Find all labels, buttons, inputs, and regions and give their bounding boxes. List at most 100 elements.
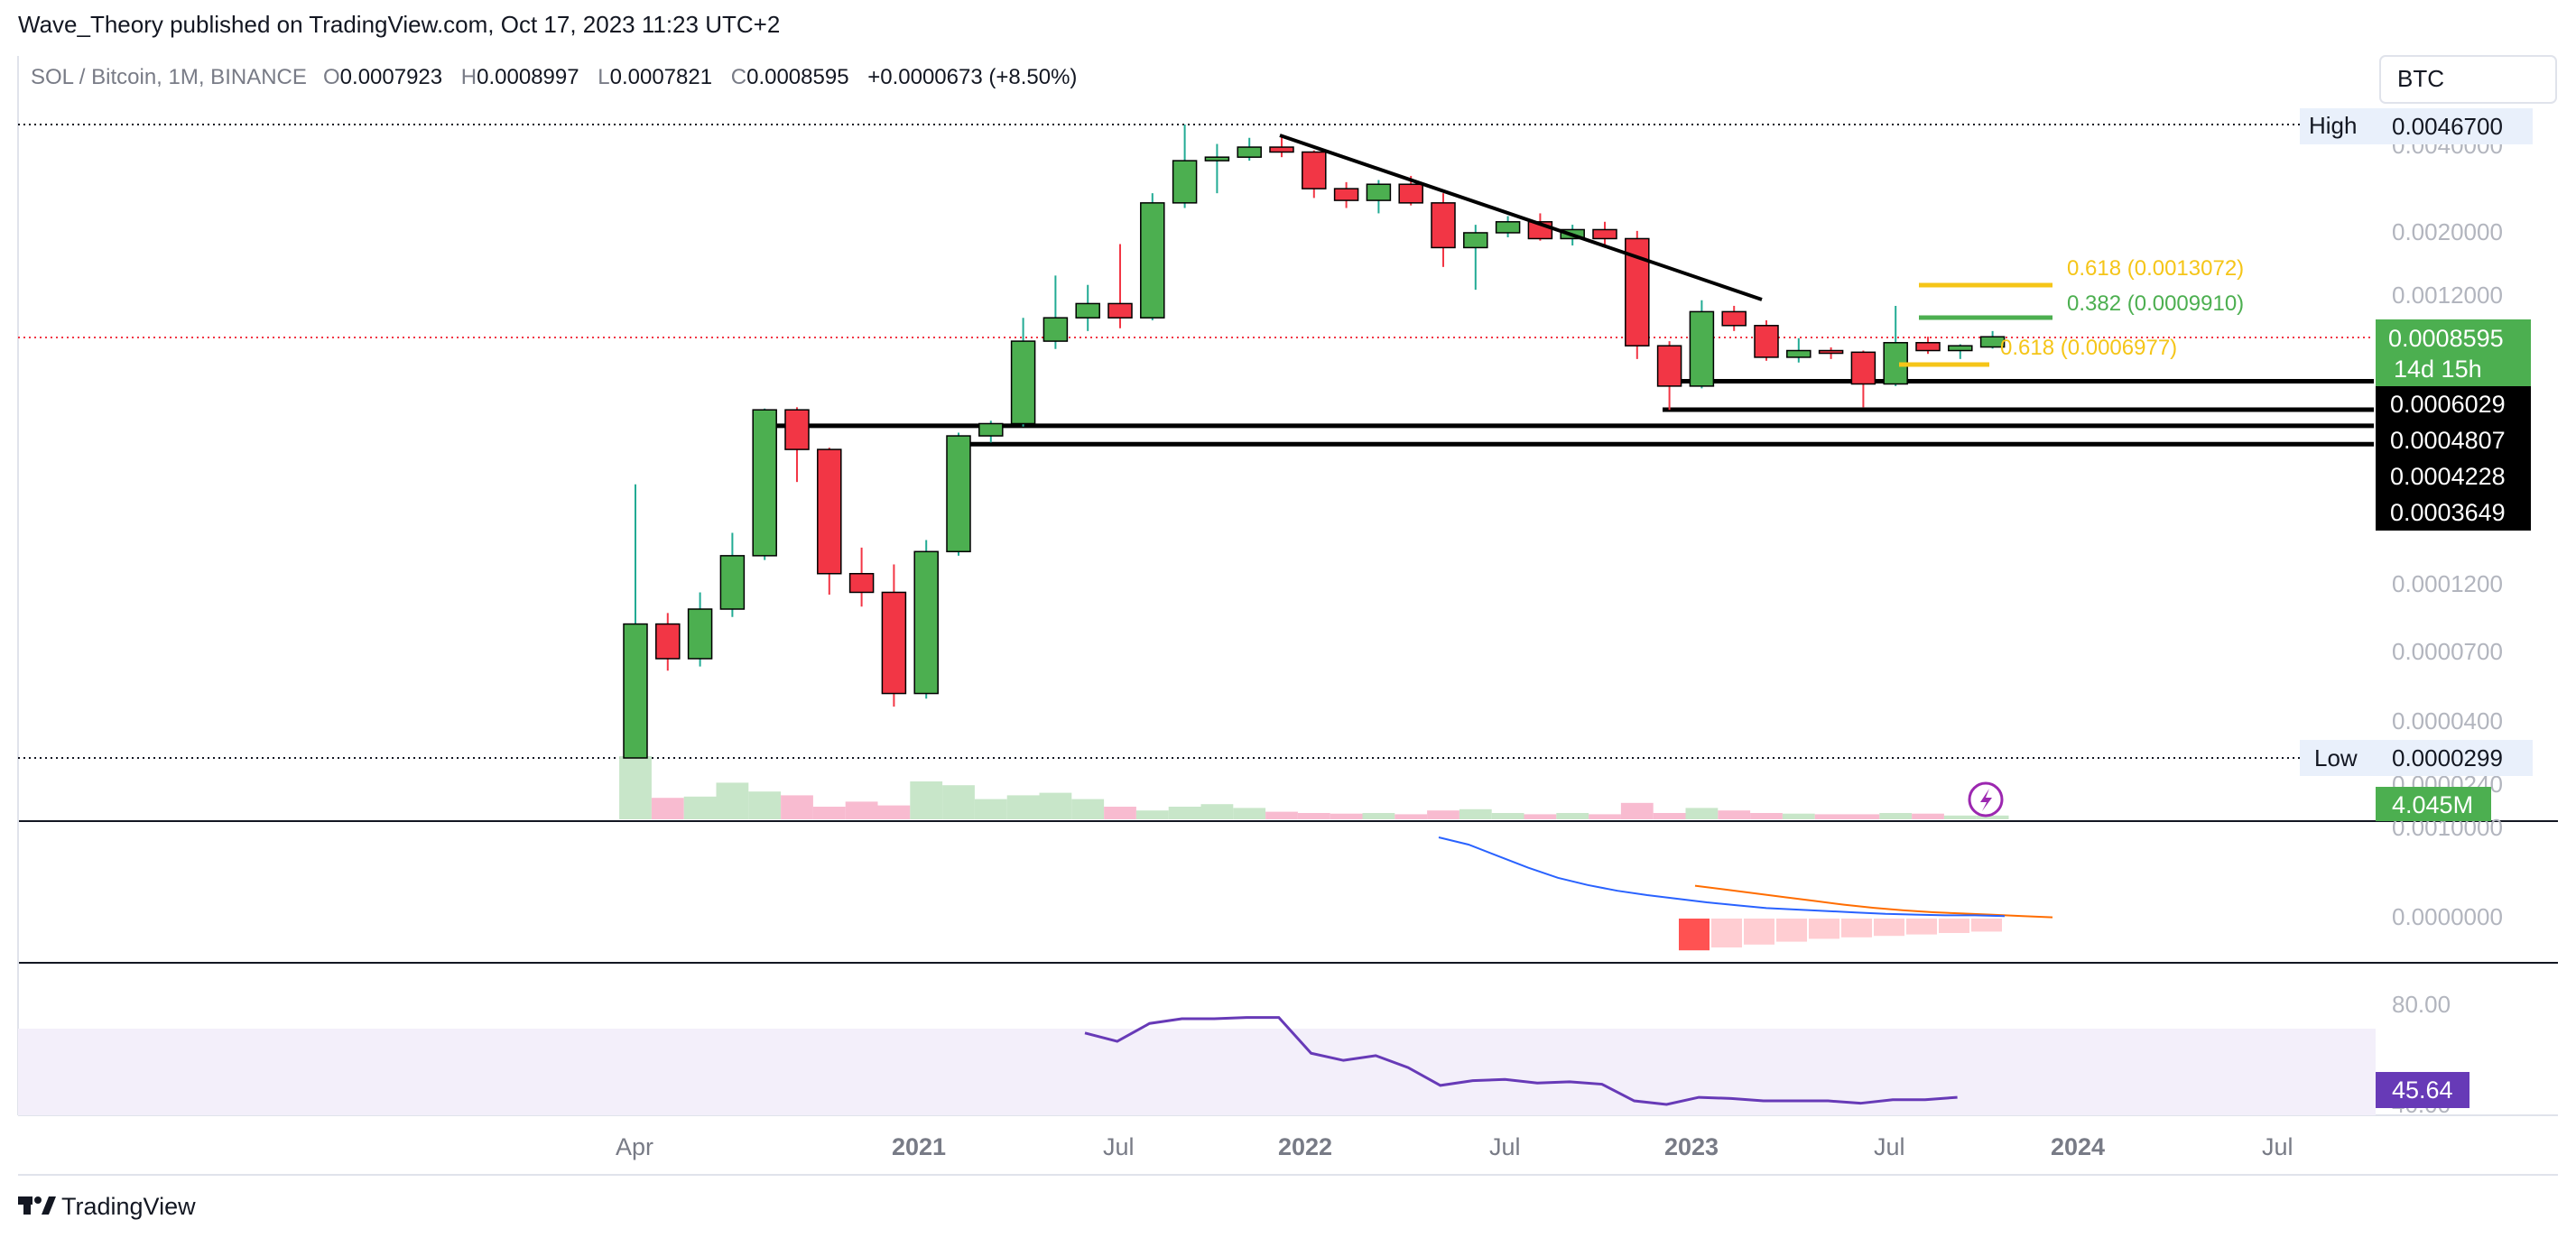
- candle-body: [1140, 202, 1165, 319]
- volume-bar: [1006, 795, 1040, 819]
- currency-button-label: BTC: [2397, 65, 2444, 92]
- volume-bar: [1653, 813, 1686, 819]
- low-value: 0.0007821: [610, 65, 712, 89]
- candle-body: [881, 591, 907, 695]
- volume-bar: [1718, 810, 1751, 819]
- currency-button[interactable]: [2379, 55, 2557, 104]
- volume-bar: [1395, 814, 1428, 819]
- candle-body: [1948, 345, 1973, 352]
- volume-bar: [1782, 813, 1815, 819]
- candle-body: [752, 409, 777, 557]
- rsi-series: [1084, 1016, 1958, 1106]
- volume-bar: [942, 785, 975, 819]
- time-axis-label: 2022: [1278, 1133, 1332, 1160]
- low-label: L: [598, 65, 609, 89]
- volume-bar: [781, 795, 813, 819]
- fib-label-upper: 0.618 (0.0013072): [2067, 256, 2244, 281]
- volume-bar: [1427, 810, 1459, 819]
- volume-bar: [1297, 813, 1330, 819]
- volume-bar: [1168, 807, 1201, 819]
- downtrend-line[interactable]: [1279, 134, 1763, 301]
- candle-body: [687, 608, 713, 660]
- low-tag: [2300, 740, 2383, 776]
- last-price-tag: [2376, 319, 2531, 386]
- volume-bar: [1912, 813, 1944, 819]
- rsi-tag: [2376, 1072, 2469, 1108]
- candle-body: [946, 435, 971, 553]
- volume-bar: [716, 782, 749, 819]
- time-axis-label: 2024: [2051, 1133, 2105, 1160]
- volume-series: [619, 756, 2009, 819]
- rsi-line: [1084, 1016, 1958, 1106]
- candle-body: [1237, 146, 1262, 158]
- volume-bar: [1265, 811, 1298, 819]
- macd-histogram-bar: [1776, 919, 1807, 942]
- macd-signal-line: [1694, 884, 2053, 919]
- symbol-label: SOL / Bitcoin, 1M, BINANCE: [31, 65, 307, 89]
- volume-bar: [877, 805, 911, 819]
- low-tag-label: Low: [2314, 744, 2358, 771]
- candle-body: [1721, 310, 1747, 327]
- price-axis-label: 0.0000400: [2392, 707, 2503, 734]
- fib-label-mid: 0.382 (0.0009910): [2067, 291, 2244, 316]
- time-axis-label: Jul: [1489, 1133, 1521, 1160]
- high-value: 0.0008997: [477, 65, 579, 89]
- volume-bar: [683, 796, 717, 819]
- open-label: O: [323, 65, 340, 89]
- level-tag: [2376, 458, 2531, 494]
- macd-histogram-bar: [1841, 919, 1872, 938]
- high-label: H: [461, 65, 477, 89]
- candle-body: [1754, 325, 1779, 358]
- price-axis: 0.0040000 0.0020000 0.0012000 0.0001200 …: [2392, 132, 2503, 1118]
- volume-bar: [1135, 810, 1169, 819]
- candle-body: [1366, 183, 1392, 201]
- candle-body: [1495, 221, 1521, 234]
- candle-body: [1302, 151, 1327, 189]
- candle-body: [1592, 228, 1617, 240]
- price-axis-label: 0.0012000: [2392, 282, 2503, 309]
- candle-body: [719, 555, 746, 610]
- macd-histogram-bar: [1744, 919, 1774, 945]
- lightning-icon-glyph: [1980, 789, 1992, 811]
- bar-countdown: 14d 15h: [2394, 356, 2482, 383]
- rsi-band: [18, 1029, 2376, 1115]
- candle-body: [623, 623, 648, 759]
- volume-bar: [1524, 814, 1557, 819]
- volume-bar: [910, 781, 943, 819]
- candle-body: [848, 572, 875, 594]
- time-axis-label: Jul: [2262, 1133, 2293, 1160]
- volume-tag: [2376, 787, 2491, 821]
- time-axis: Apr 2021 Jul 2022 Jul 2023 Jul 2024 Jul: [616, 1133, 2293, 1160]
- candle-body: [1915, 342, 1941, 352]
- open-value: 0.0007923: [340, 65, 442, 89]
- time-axis-label: Jul: [1103, 1133, 1135, 1160]
- footer-brand: TradingView: [61, 1193, 196, 1220]
- time-axis-label: Apr: [616, 1133, 653, 1160]
- macd-histogram-bar: [1809, 919, 1839, 939]
- macd-histogram-bar: [1906, 919, 1937, 935]
- candle-body: [1075, 302, 1100, 319]
- fib-label-lower: 0.618 (0.0006977): [2000, 336, 2177, 360]
- volume-bar: [1233, 808, 1266, 819]
- candle-body: [1431, 202, 1456, 249]
- candle-body: [1786, 349, 1812, 358]
- volume-bar: [1620, 802, 1654, 819]
- macd-histogram-bar: [1711, 919, 1742, 947]
- level-tag: [2376, 494, 2531, 531]
- close-label: C: [731, 65, 746, 89]
- candles: [623, 125, 2006, 759]
- volume-bar: [845, 801, 878, 819]
- tradingview-logo-icon[interactable]: [18, 1196, 56, 1215]
- time-axis-label: 2023: [1664, 1133, 1719, 1160]
- level-tag-value: 0.0004228: [2390, 463, 2506, 490]
- volume-tag-value: 4.045M: [2392, 791, 2473, 818]
- candle-body: [1010, 340, 1036, 425]
- candle-body: [1656, 345, 1682, 387]
- candle-body: [1333, 188, 1359, 201]
- volume-bar: [1685, 808, 1719, 819]
- rsi-axis-top-label: 80.00: [2392, 991, 2451, 1018]
- level-tag-value: 0.0006029: [2390, 391, 2506, 418]
- candle-body: [1269, 146, 1294, 153]
- level-tag-value: 0.0004807: [2390, 427, 2506, 454]
